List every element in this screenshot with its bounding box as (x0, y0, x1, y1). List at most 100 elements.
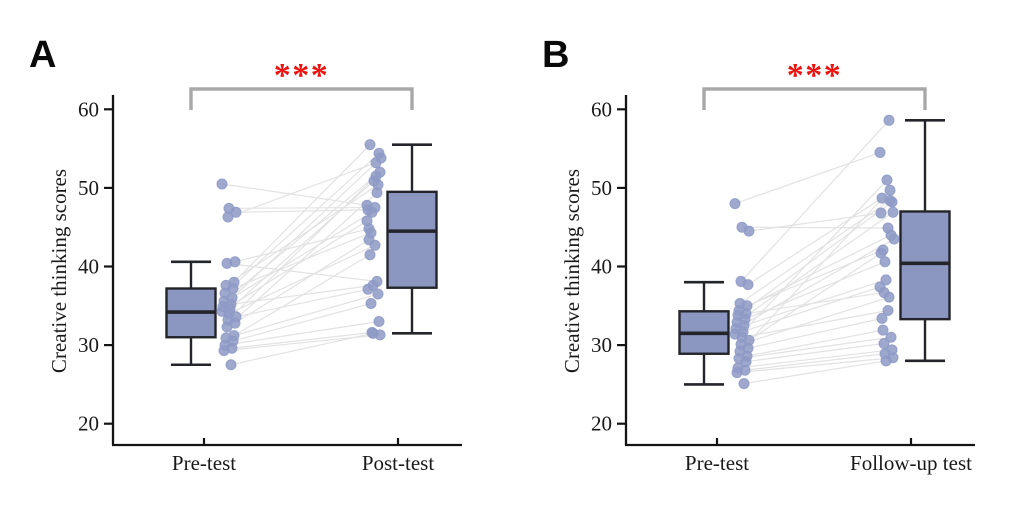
pair-lines (734, 119, 895, 385)
post-point (887, 206, 899, 218)
pair-line (739, 199, 891, 304)
y-tick-label: 20 (78, 412, 99, 436)
post-point (875, 247, 887, 259)
post-point (364, 139, 376, 151)
post-point (373, 316, 385, 328)
panel-a-label: A (29, 34, 57, 76)
post-point (883, 114, 895, 126)
pair-line (742, 179, 888, 333)
post-point (875, 207, 887, 219)
post-point (361, 215, 373, 227)
post-point (874, 147, 886, 159)
pair-line (734, 151, 881, 205)
y-tick-label: 60 (591, 97, 612, 121)
y-axis-title: Creative thinking scores (47, 169, 71, 373)
significance-bracket (189, 87, 414, 110)
pair-line (229, 180, 375, 310)
pair-line (224, 152, 380, 294)
pair-line (746, 249, 884, 307)
pair-line (221, 183, 368, 206)
pair-line (738, 336, 892, 360)
pair-line (222, 157, 382, 308)
pair-line (735, 238, 895, 330)
post-point (882, 305, 894, 317)
pair-line (223, 171, 381, 302)
y-tick-label: 50 (78, 176, 99, 200)
post-point (375, 152, 387, 164)
boxplot-follow-up-test (899, 119, 951, 363)
pre-point (225, 359, 237, 371)
pair-line (233, 144, 371, 283)
pair-line (746, 329, 884, 357)
post-point (877, 324, 889, 336)
pair-line (748, 212, 882, 232)
pair-line (227, 162, 377, 218)
pair-line (734, 286, 881, 335)
pair-line (741, 226, 889, 229)
post-point (880, 355, 892, 367)
post-point (886, 196, 898, 208)
pre-point (216, 178, 228, 190)
y-tick-label: 20 (591, 412, 612, 436)
x-category-label: Post-test (362, 451, 435, 475)
pair-line (740, 296, 890, 345)
pair-line (225, 293, 379, 339)
post-point (888, 233, 900, 245)
post-point (362, 283, 374, 295)
pre-point (221, 321, 233, 333)
boxplot-pre-test (678, 280, 730, 386)
x-category-label: Pre-test (685, 451, 749, 475)
pre-point (222, 211, 234, 223)
panel-a: 20 30 40 50 60 Creative thinking scores Pre-te… (47, 57, 462, 475)
post-point (881, 174, 893, 186)
pair-line (743, 360, 887, 385)
post-point (366, 206, 378, 218)
post-point (874, 281, 886, 293)
pre-point (743, 225, 755, 237)
significance-bracket (702, 87, 927, 110)
pair-line (225, 184, 379, 286)
pair-line (739, 189, 891, 352)
pre-point (230, 206, 242, 218)
pre-point (742, 279, 754, 291)
post-point (364, 249, 376, 261)
significance-stars: *** (787, 57, 843, 94)
pair-line (227, 175, 377, 321)
pair-line (748, 252, 882, 341)
y-tick-label: 40 (78, 255, 99, 279)
pair-line (230, 332, 374, 366)
pair-line (747, 197, 883, 286)
panel-b-label: B (542, 34, 570, 76)
pair-line (740, 119, 890, 282)
post-point (372, 288, 384, 300)
pair-line (736, 211, 894, 323)
pre-point (731, 367, 743, 379)
pre-point (729, 198, 741, 210)
pair-line (231, 331, 373, 349)
pair-line (233, 254, 371, 337)
pre-point (738, 378, 750, 390)
post-point (363, 234, 375, 246)
pair-line (226, 262, 378, 283)
iqr-box (386, 190, 438, 289)
pair-line (741, 309, 889, 338)
data-points (216, 139, 387, 371)
post-point (885, 331, 897, 343)
boxplot-pre-test (165, 260, 217, 367)
post-point (876, 312, 888, 324)
panel-b: 20 30 40 50 60 Creative thinking scores Pre-te… (560, 57, 975, 475)
post-point (884, 184, 896, 196)
post-point (880, 274, 892, 286)
pair-line (737, 349, 893, 369)
pair-line (744, 353, 886, 371)
pair-line (234, 239, 370, 324)
pair-lines (221, 144, 382, 366)
y-tick-label: 30 (591, 333, 612, 357)
boxplot-post-test (386, 143, 438, 335)
pre-point (218, 345, 230, 357)
pair-line (743, 279, 887, 327)
post-point (367, 327, 379, 339)
pair-line (226, 192, 378, 328)
